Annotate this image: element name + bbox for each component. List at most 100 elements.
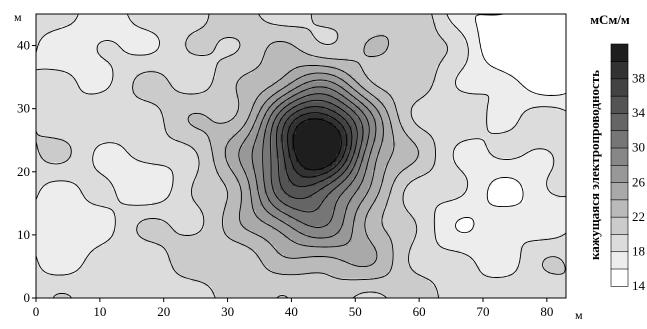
contour-band-cell xyxy=(216,70,253,75)
contour-band-cell xyxy=(380,86,433,91)
contour-band-cell xyxy=(236,94,261,99)
contour-band-cell xyxy=(212,146,225,151)
contour-band-cell xyxy=(240,222,269,227)
contour-band-cell xyxy=(408,182,469,187)
contour-band-cell xyxy=(240,78,281,83)
contour-band-cell xyxy=(132,18,209,23)
contour-band-cell xyxy=(360,118,369,123)
contour-band-cell xyxy=(380,218,417,223)
contour-band-cell xyxy=(388,158,417,163)
contour-band-cell xyxy=(244,74,285,79)
contour-band-cell xyxy=(464,190,489,195)
contour-band-cell xyxy=(36,114,165,119)
contour-band-cell xyxy=(248,114,257,119)
contour-band-cell xyxy=(488,110,525,115)
contour-band-cell xyxy=(488,102,566,107)
contour-line xyxy=(224,64,395,268)
contour-band-cell xyxy=(480,38,566,43)
contour-band-cell xyxy=(36,134,41,139)
contour-band-cell xyxy=(272,170,281,175)
contour-band-cell xyxy=(280,134,289,139)
contour-band-cell xyxy=(240,150,253,155)
contour-band-cell xyxy=(100,142,117,147)
contour-band-cell xyxy=(192,182,225,187)
contour-band-cell xyxy=(352,118,361,123)
contour-band-cell xyxy=(376,194,389,199)
contour-band-cell xyxy=(348,138,353,143)
contour-band-cell xyxy=(272,94,285,99)
contour-band-cell xyxy=(368,190,381,195)
contour-band-cell xyxy=(408,166,433,171)
contour-band-cell xyxy=(260,198,269,203)
contour-band-cell xyxy=(396,178,413,183)
contour-band-cell xyxy=(416,230,437,235)
contour-band-cell xyxy=(36,226,117,231)
contour-band-cell xyxy=(336,178,345,183)
contour-band-cell xyxy=(256,254,285,259)
contour-band-cell xyxy=(152,30,197,35)
contour-band-cell xyxy=(260,62,361,67)
contour-band-cell xyxy=(384,166,409,171)
contour-band-cell xyxy=(488,130,505,135)
contour-band-cell xyxy=(440,294,566,298)
contour-band-cell xyxy=(492,154,521,159)
contour-band-cell xyxy=(192,278,429,283)
contour-band-cell xyxy=(456,146,489,151)
contour-band-cell xyxy=(352,198,365,203)
contour-band-cell xyxy=(288,98,297,103)
contour-band-cell xyxy=(272,102,281,107)
contour-band-cell xyxy=(412,246,445,251)
contour-band-cell xyxy=(548,178,566,183)
contour-band-cell xyxy=(336,186,349,191)
contour-band-cell xyxy=(360,106,369,111)
contour-band-cell xyxy=(36,238,109,243)
contour-band-cell xyxy=(364,114,373,119)
contour-band-cell xyxy=(412,238,437,243)
contour-band-cell xyxy=(232,166,245,171)
contour-band-cell xyxy=(368,214,385,219)
contour-band-cell xyxy=(504,130,566,135)
contour-band-cell xyxy=(436,66,465,71)
contour-band-cell xyxy=(252,198,261,203)
contour-band-cell xyxy=(472,222,566,227)
contour-band-cell xyxy=(92,154,133,159)
contour-band-cell xyxy=(36,126,165,131)
contour-band-cell xyxy=(284,150,289,155)
contour-band-cell xyxy=(168,258,261,263)
contour-band-cell xyxy=(332,210,345,215)
contour-band-cell xyxy=(480,42,566,47)
contour-band-cell xyxy=(380,190,393,195)
contour-band-cell xyxy=(224,206,241,211)
contour-band-cell xyxy=(328,222,345,227)
contour-band-cell xyxy=(392,250,409,255)
contour-band-cell xyxy=(384,170,401,175)
contour-band-cell xyxy=(296,130,341,135)
contour-band-cell xyxy=(364,94,373,99)
contour-band-cell xyxy=(520,82,566,87)
contour-band-cell xyxy=(116,194,169,199)
contour-band-cell xyxy=(184,142,213,147)
contour-band-cell xyxy=(412,242,441,247)
contour-band-cell xyxy=(36,222,117,227)
contour-line xyxy=(286,112,348,178)
contour-band-cell xyxy=(360,146,365,151)
contour-band-cell xyxy=(392,266,413,271)
contour-band-cell xyxy=(392,254,409,259)
contour-band-cell xyxy=(468,42,481,47)
contour-band-cell xyxy=(368,154,377,159)
contour-band-cell xyxy=(188,118,213,123)
colorbar-swatch xyxy=(610,60,629,80)
contour-band-cell xyxy=(372,290,437,295)
contour-band-cell xyxy=(308,234,333,239)
contour-band-cell xyxy=(252,154,265,159)
contour-band-cell xyxy=(232,118,249,123)
contour-band-cell xyxy=(272,214,289,219)
contour-band-cell xyxy=(108,62,217,67)
contour-band-cell xyxy=(428,170,465,175)
contour-band-cell xyxy=(224,150,241,155)
contour-band-cell xyxy=(260,258,341,263)
contour-band-cell xyxy=(456,226,473,231)
colorbar-swatch xyxy=(610,199,629,218)
contour-band-cell xyxy=(216,74,245,79)
contour-band-cell xyxy=(344,146,353,151)
